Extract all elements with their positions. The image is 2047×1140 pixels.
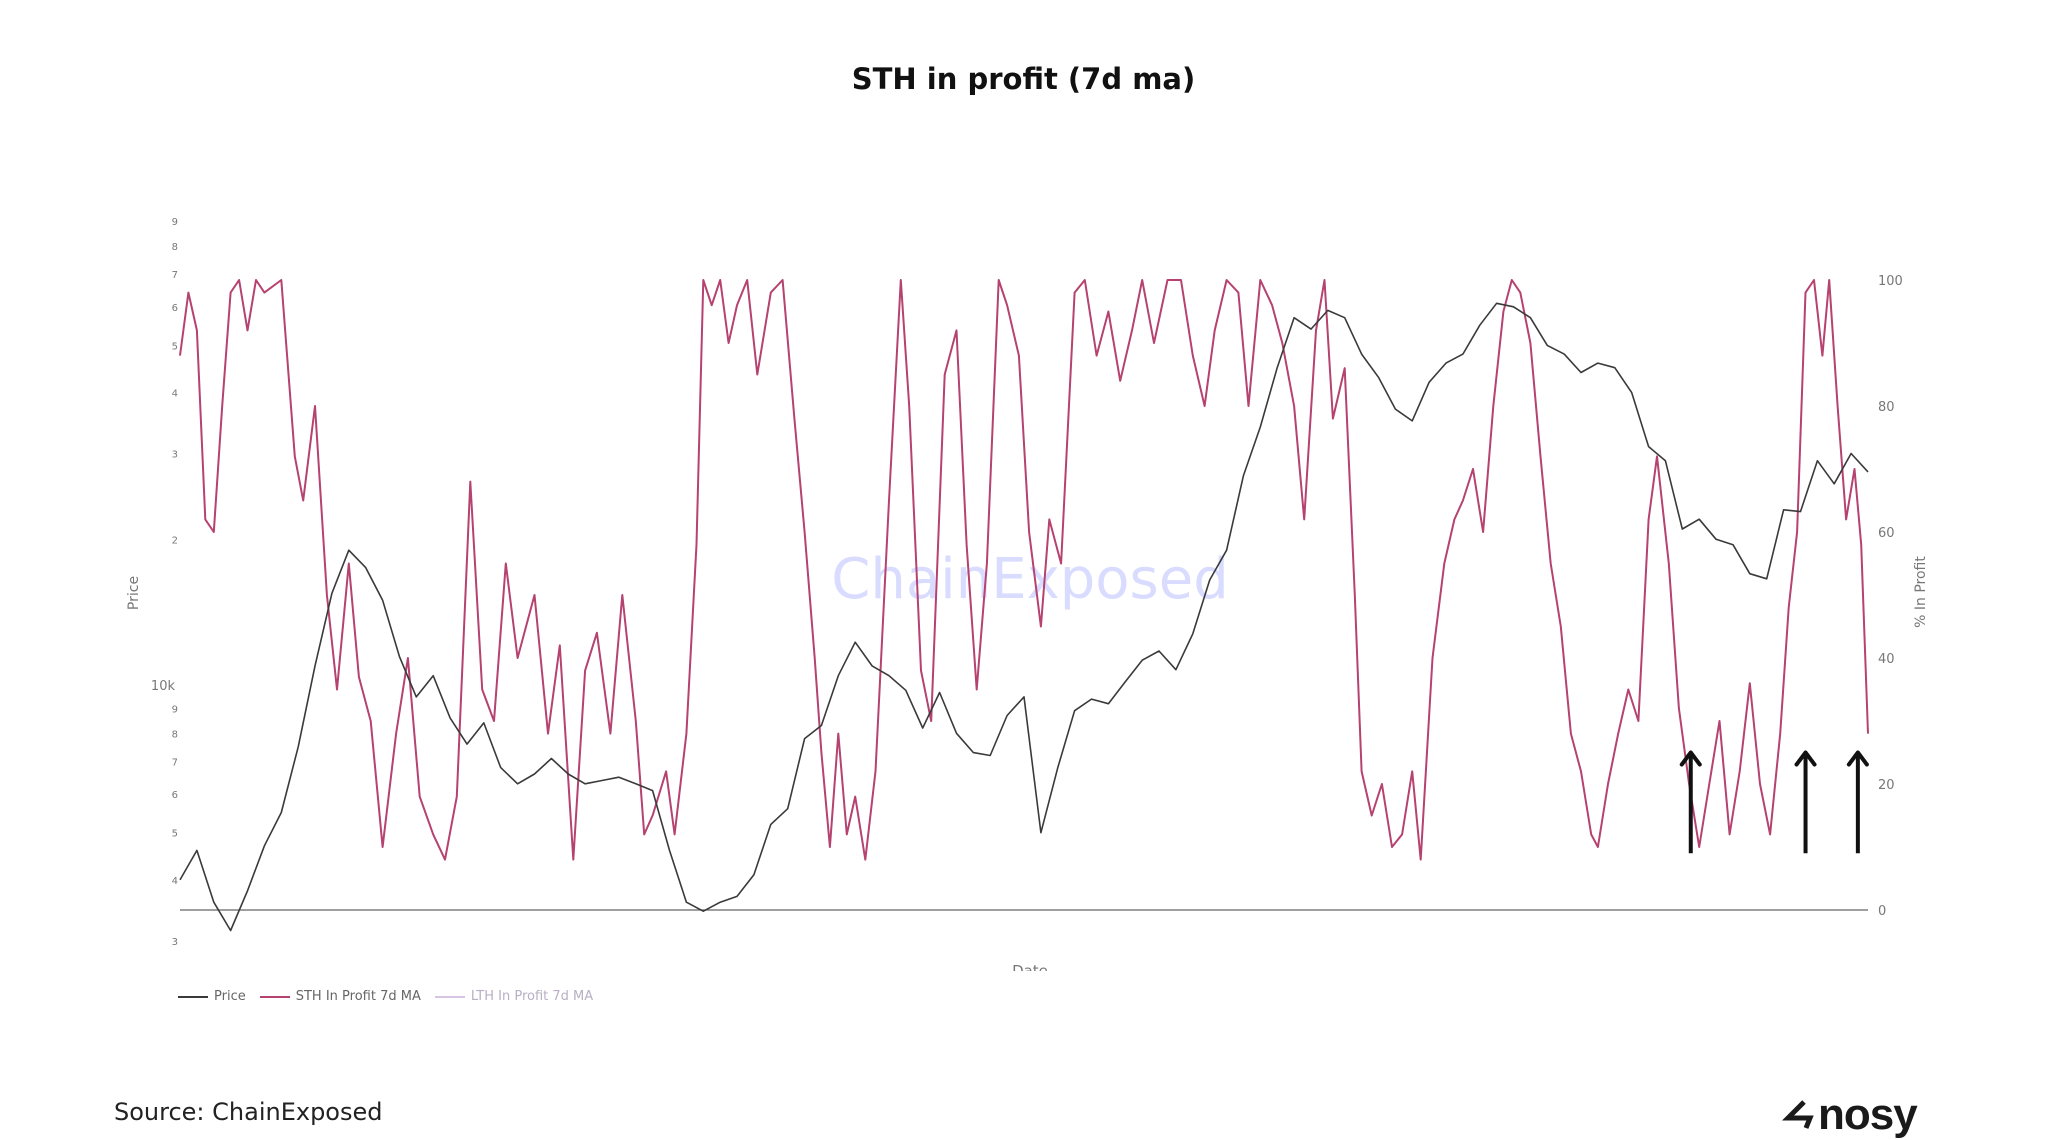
left-axis-tick-label: 7 bbox=[172, 758, 178, 769]
left-axis-tick-label: 3 bbox=[172, 450, 178, 461]
brand-logo: nosy bbox=[1782, 1090, 1918, 1140]
legend-swatch-price bbox=[178, 995, 208, 998]
left-axis-tick-label: 9 bbox=[172, 217, 178, 228]
annotation-arrow-head bbox=[1846, 750, 1869, 767]
legend-item-sth[interactable]: STH In Profit 7d MA bbox=[259, 989, 421, 1004]
left-axis-tick-label: 9 bbox=[172, 704, 178, 715]
source-note: Source: ChainExposed bbox=[114, 1098, 383, 1126]
left-axis-tick-label: 7 bbox=[172, 270, 178, 281]
annotation-arrow-head bbox=[1794, 750, 1817, 767]
watermark-text: ChainExposed bbox=[831, 547, 1228, 612]
legend-label-price: Price bbox=[214, 989, 246, 1004]
right-axis-tick-label: 100 bbox=[1878, 274, 1903, 289]
right-axis-tick-label: 60 bbox=[1878, 526, 1895, 541]
right-axis-tick-label: 40 bbox=[1878, 652, 1895, 667]
logo-text: nosy bbox=[1818, 1090, 1918, 1139]
x-axis-title: Date bbox=[1012, 962, 1048, 980]
legend-item-price[interactable]: Price bbox=[178, 989, 246, 1004]
right-axis-tick-label: 0 bbox=[1878, 904, 1886, 919]
series-line-sth-in-profit bbox=[179, 279, 1869, 861]
right-axis-title: % In Profit bbox=[1913, 556, 1929, 628]
left-axis-tick-label: 3 bbox=[172, 937, 178, 948]
left-axis-tick-label: 5 bbox=[172, 341, 178, 352]
left-axis-tick-label: 6 bbox=[172, 303, 178, 314]
legend-swatch-lth bbox=[434, 995, 465, 998]
right-axis-tick-label: 20 bbox=[1878, 778, 1895, 793]
annotation-arrow-head bbox=[1679, 750, 1702, 767]
left-axis-tick-label: 10k bbox=[151, 679, 176, 694]
left-axis-tick-label: 2 bbox=[172, 535, 178, 546]
chart-title: STH in profit (7d ma) bbox=[851, 62, 1196, 96]
legend-label-sth: STH In Profit 7d MA bbox=[295, 989, 421, 1004]
left-axis-tick-label: 6 bbox=[172, 790, 178, 801]
chart-legend: Price STH In Profit 7d MA LTH In Profit … bbox=[178, 989, 607, 1004]
legend-label-lth: LTH In Profit 7d MA bbox=[470, 989, 594, 1004]
left-axis-tick-label: 8 bbox=[172, 242, 178, 253]
left-axis-tick-label: 5 bbox=[172, 829, 178, 840]
nosy-logo-icon bbox=[1782, 1100, 1814, 1129]
left-axis-title: Price bbox=[126, 576, 142, 610]
left-axis-tick-label: 8 bbox=[172, 729, 178, 740]
series-line-price bbox=[179, 302, 1869, 932]
right-axis-tick-label: 80 bbox=[1878, 400, 1895, 415]
left-axis-tick-label: 4 bbox=[172, 389, 178, 400]
legend-item-lth[interactable]: LTH In Profit 7d MA bbox=[434, 989, 594, 1004]
left-axis-tick-label: 4 bbox=[172, 876, 178, 887]
legend-swatch-sth bbox=[259, 995, 290, 998]
